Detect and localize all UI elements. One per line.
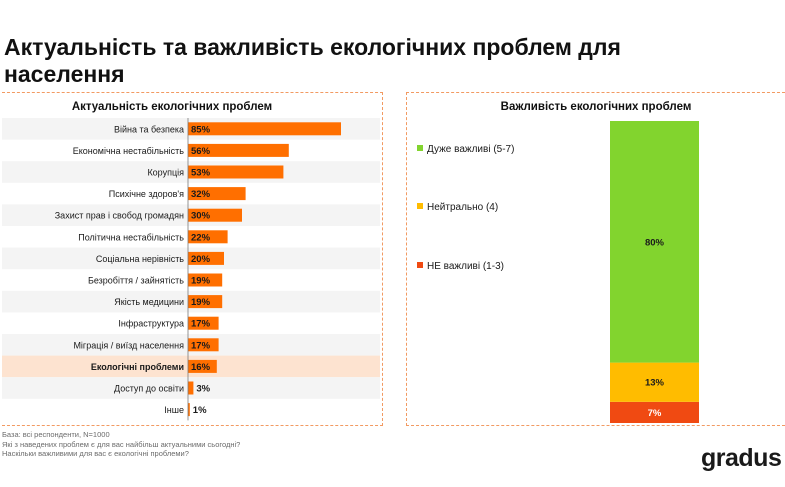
value-label: 22% xyxy=(191,232,211,243)
relevance-bar xyxy=(188,230,228,244)
importance-segment xyxy=(610,121,699,363)
category-label: Соціальна нерівність xyxy=(96,254,184,264)
value-label: 19% xyxy=(191,276,211,287)
legend-label: Нейтрально (4) xyxy=(427,202,499,213)
relevance-bar xyxy=(188,295,223,309)
category-label: Війна та безпека xyxy=(114,124,184,134)
value-label: 85% xyxy=(191,124,211,135)
value-label: 20% xyxy=(191,254,211,265)
relevance-bar xyxy=(188,143,289,157)
importance-segment xyxy=(610,362,699,402)
value-label: 17% xyxy=(191,340,211,351)
legend-swatch xyxy=(417,145,423,151)
page-title: Актуальність та важливість екологічних п… xyxy=(4,34,621,87)
category-label: Екологічні проблеми xyxy=(91,362,184,372)
segment-value-label: 80% xyxy=(645,237,665,248)
value-label: 19% xyxy=(191,297,211,308)
legend-swatch xyxy=(417,203,423,209)
legend-label: НЕ важливі (1-3) xyxy=(427,261,504,272)
segment-value-label: 7% xyxy=(648,408,662,419)
footnote-base: База: всі респонденти, N=1000 xyxy=(2,430,110,439)
relevance-bar xyxy=(188,403,190,417)
footnotes: База: всі респонденти, N=1000 Які з наве… xyxy=(2,430,422,459)
category-label: Корупція xyxy=(147,168,184,178)
relevance-chart-title: Актуальність екологічних проблем xyxy=(71,101,273,113)
footnote-question-1: Які з наведених проблем є для вас найбіл… xyxy=(2,439,241,449)
importance-chart-panel: Важливість екологічних проблем Дуже важл… xyxy=(406,92,785,426)
relevance-bar xyxy=(188,187,246,201)
category-label: Психічне здоров'я xyxy=(109,189,184,199)
legend-item: НЕ важливі (1-3) xyxy=(417,261,504,273)
legend-item: Нейтрально (4) xyxy=(417,202,498,214)
importance-segment xyxy=(610,401,699,423)
relevance-chart-panel: Актуальність екологічних проблем Війна т… xyxy=(2,92,383,426)
category-label: Політична нестабільність xyxy=(78,232,184,242)
value-label: 56% xyxy=(191,146,211,157)
category-label: Безробіття / зайнятість xyxy=(88,276,184,286)
segment-value-label: 13% xyxy=(645,378,665,389)
legend-swatch xyxy=(417,262,423,268)
category-label: Міграція / виїзд населення xyxy=(73,340,184,350)
relevance-bar-chart: Війна та безпека 85% Економічна нестабільн… xyxy=(2,118,380,421)
gradus-logo: gradus xyxy=(701,444,782,472)
relevance-bar xyxy=(188,251,224,265)
category-label: Якість медицини xyxy=(114,297,184,307)
category-label: Захист прав і свобод громадян xyxy=(55,211,184,221)
category-label: Інфраструктура xyxy=(118,319,184,329)
relevance-bar xyxy=(188,316,219,330)
category-label: Доступ до освіти xyxy=(114,384,184,394)
category-label: Економічна нестабільність xyxy=(73,146,185,156)
relevance-bar xyxy=(188,208,242,222)
importance-stacked-bar: 7% 13% 80% xyxy=(610,121,699,423)
relevance-bar xyxy=(188,359,217,373)
importance-chart-title: Важливість екологічних проблем xyxy=(500,101,692,113)
value-label: 3% xyxy=(196,384,210,395)
legend-label: Дуже важливі (5-7) xyxy=(427,144,515,155)
footnote-question-2: Наскільки важливими для вас є екологічні… xyxy=(2,449,189,458)
value-label: 53% xyxy=(191,168,211,179)
relevance-bar xyxy=(188,122,341,136)
category-label: Інше xyxy=(164,405,184,415)
value-label: 1% xyxy=(193,405,207,416)
relevance-bar xyxy=(188,338,219,352)
value-label: 30% xyxy=(191,211,211,222)
value-label: 17% xyxy=(191,319,211,330)
value-label: 32% xyxy=(191,189,211,200)
relevance-bar xyxy=(188,381,194,395)
relevance-bar xyxy=(188,273,223,287)
relevance-bar xyxy=(188,165,284,179)
value-label: 16% xyxy=(191,362,211,373)
legend-item: Дуже важливі (5-7) xyxy=(417,144,514,156)
